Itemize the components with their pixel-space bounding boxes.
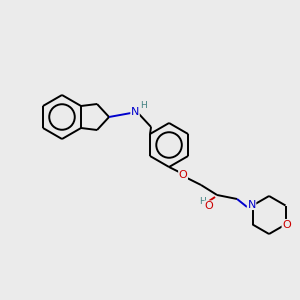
Text: N: N — [131, 107, 139, 117]
Text: O: O — [205, 201, 213, 211]
Text: N: N — [248, 200, 256, 209]
Text: H: H — [140, 101, 146, 110]
Text: O: O — [179, 170, 188, 180]
Text: H: H — [199, 196, 206, 206]
Text: O: O — [282, 220, 291, 230]
